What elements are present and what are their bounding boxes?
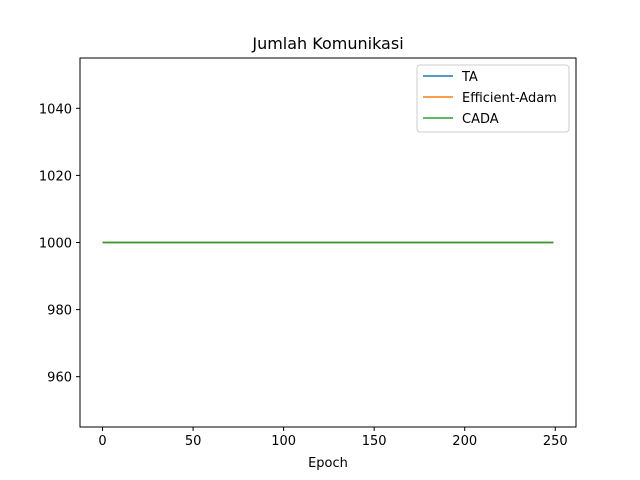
y-tick-label: 1040 (39, 102, 72, 117)
legend-label: TA (461, 70, 478, 85)
plot-frame (79, 57, 577, 428)
x-tick-label: 200 (452, 434, 477, 449)
x-tick-label: 100 (271, 434, 296, 449)
axis-ticks: 0 50 100 150 200 250 960 980 1000 1020 1040 (39, 102, 568, 449)
legend-box (416, 64, 570, 133)
y-tick-label: 980 (47, 304, 72, 319)
legend-label: Efficient-Adam (462, 91, 557, 106)
x-tick-label: 150 (362, 434, 387, 449)
x-tick-label: 250 (543, 434, 568, 449)
x-tick-label: 0 (98, 434, 106, 449)
y-tick-label: 960 (47, 371, 72, 386)
y-tick-label: 1020 (39, 169, 72, 184)
legend: TA Efficient-Adam CADA (416, 64, 570, 133)
x-tick-label: 50 (185, 434, 202, 449)
y-tick-label: 1000 (39, 237, 72, 252)
chart-title: Jumlah Komunikasi (251, 34, 403, 53)
x-axis-title: Epoch (308, 456, 348, 471)
legend-label: CADA (462, 112, 499, 127)
